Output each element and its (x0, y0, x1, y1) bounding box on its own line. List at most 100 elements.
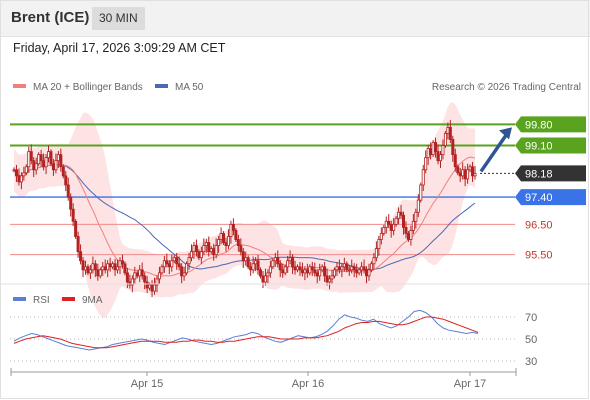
candle-body (461, 169, 465, 177)
candle-body (160, 266, 164, 274)
price-label-98.18: 98.18 (525, 168, 553, 180)
rsi-tick-30: 30 (525, 356, 537, 368)
rsi-tick-50: 50 (525, 334, 537, 346)
candle-body (108, 263, 112, 268)
candle-body (145, 281, 149, 289)
candle-body (446, 126, 450, 134)
candle-body (394, 217, 398, 225)
candle-body (296, 266, 300, 271)
candle-body (128, 281, 132, 286)
candle-body (98, 269, 102, 277)
candle-body (374, 248, 378, 259)
candle-body (226, 236, 230, 246)
candle-body (283, 266, 287, 274)
candle-body (192, 245, 196, 253)
candle-body (345, 263, 349, 271)
candle-body (318, 269, 322, 277)
candle-body (411, 220, 415, 231)
candle-body (106, 263, 110, 271)
candle-body (434, 142, 438, 153)
candle-body (281, 269, 285, 274)
forecast-arrow-head (499, 127, 512, 140)
candle-body (448, 126, 452, 140)
candle-body (81, 260, 85, 271)
candle-body (325, 275, 329, 283)
candle-body (323, 266, 327, 277)
price-tag-99.10 (515, 137, 586, 154)
candle-body (51, 163, 55, 171)
candle-body (140, 269, 144, 277)
candle-body (362, 266, 366, 271)
candle-body (382, 226, 386, 234)
candle-body (342, 263, 346, 268)
candle-body (291, 257, 295, 268)
candle-body (315, 272, 319, 277)
price-label-99.80: 99.80 (525, 119, 553, 131)
candle-body (384, 220, 388, 228)
candle-body (182, 272, 186, 277)
candle-body (335, 266, 339, 271)
candle-body (93, 263, 97, 271)
candle-body (103, 266, 107, 271)
candle-body (365, 269, 369, 277)
candle-body (276, 257, 280, 265)
candle-body (64, 175, 68, 186)
candle-body (214, 245, 218, 256)
candle-body (101, 266, 105, 271)
candle-body (224, 242, 228, 246)
timeframe-button[interactable]: 30 MIN (92, 7, 145, 30)
candle-body (246, 257, 250, 268)
candle-body (406, 233, 410, 240)
candle-body (217, 239, 221, 246)
candle-body (421, 169, 425, 186)
candle-body (392, 223, 396, 231)
candle-body (367, 269, 371, 277)
candle-body (244, 257, 248, 262)
candle-body (416, 199, 420, 213)
candle-body (69, 196, 73, 210)
candle-body (157, 272, 161, 280)
candle-body (22, 172, 26, 177)
candle-body (180, 266, 184, 277)
candle-body (207, 242, 211, 253)
candle-body (268, 266, 272, 274)
price-label-95.50: 95.50 (525, 250, 553, 262)
candle-body (91, 263, 95, 271)
candle-body (54, 160, 58, 171)
candle-body (197, 251, 201, 259)
candle-body (14, 169, 18, 177)
candle-body (389, 223, 393, 231)
candle-body (148, 284, 152, 289)
candle-body (332, 269, 336, 277)
candle-body (47, 151, 51, 159)
candle-body (288, 257, 292, 262)
candle-body (443, 133, 447, 146)
candle-body (377, 239, 381, 250)
candle-body (441, 145, 445, 156)
candle-body (229, 223, 233, 237)
candle-body (165, 260, 169, 265)
price-label-96.50: 96.50 (525, 219, 553, 231)
candle-body (241, 251, 245, 262)
candle-body (236, 239, 240, 246)
candle-body (456, 166, 460, 174)
candle-body (310, 266, 314, 271)
candle-body (271, 260, 275, 268)
candle-body (355, 269, 359, 274)
candle-body (199, 251, 203, 259)
candle-body (185, 263, 189, 274)
candle-body (83, 266, 87, 271)
candle-body (135, 272, 139, 277)
candle-body (88, 269, 92, 274)
candle-body (133, 272, 137, 280)
candle-body (150, 284, 154, 292)
candle-body (313, 269, 317, 274)
candle-body (71, 208, 75, 222)
candle-body (175, 257, 179, 265)
candle-body (379, 233, 383, 240)
candle-body (113, 263, 117, 271)
candle-body (61, 166, 65, 177)
candle-body (261, 275, 265, 283)
candle-body (404, 226, 408, 234)
